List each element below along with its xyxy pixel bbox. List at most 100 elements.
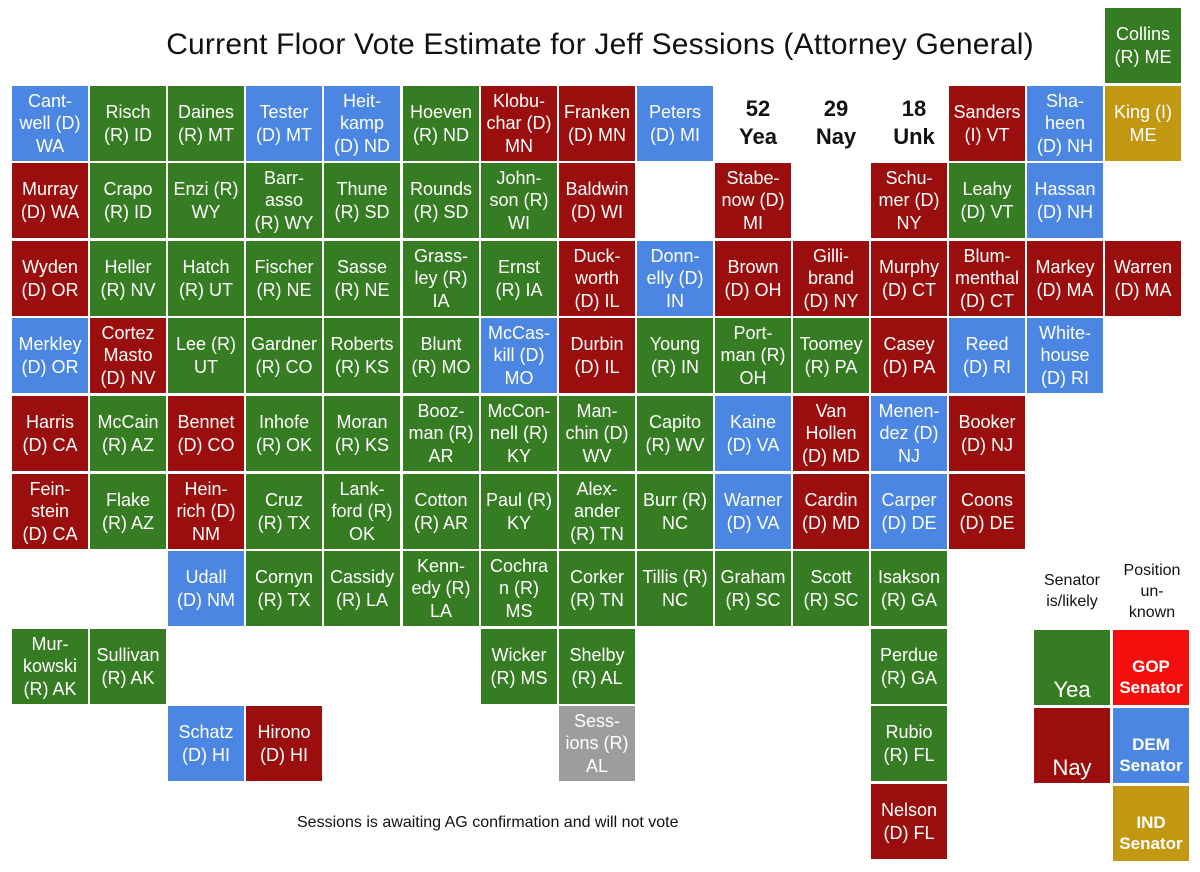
senator-cell-daines: Daines (R) MT [168, 86, 244, 161]
senator-cell-wyden: Wyden (D) OR [12, 241, 88, 316]
senator-cell-warren: Warren (D) MA [1105, 241, 1181, 316]
senator-cell-merkley: Merkley (D) OR [12, 318, 88, 393]
senator-cell-booker: Booker (D) NJ [949, 396, 1025, 471]
senator-cell-sess: Sess- ions (R) AL [559, 706, 635, 781]
senator-cell-young: Young (R) IN [637, 318, 713, 393]
senator-cell-hoeven: Hoeven (R) ND [403, 86, 479, 161]
footnote: Sessions is awaiting AG confirmation and… [297, 814, 679, 831]
senator-cell-scott: Scott (R) SC [793, 551, 869, 626]
senator-cell-moran: Moran (R) KS [324, 396, 400, 471]
senator-cell-graham: Graham (R) SC [715, 551, 791, 626]
senator-cell-cant: Cant- well (D) WA [12, 86, 88, 161]
senator-cell-reed: Reed (D) RI [949, 318, 1025, 393]
tally-yea: 52 Yea [720, 85, 796, 160]
senator-cell-sasse: Sasse (R) NE [324, 241, 400, 316]
senator-cell-casey: Casey (D) PA [871, 318, 947, 393]
senator-cell-schatz: Schatz (D) HI [168, 706, 244, 781]
senator-cell-brown: Brown (D) OH [715, 241, 791, 316]
senator-cell-king-i: King (I) ME [1105, 86, 1181, 161]
senator-cell-capito: Capito (R) WV [637, 396, 713, 471]
senator-cell-shelby: Shelby (R) AL [559, 629, 635, 704]
senator-cell-collins: Collins (R) ME [1105, 8, 1181, 83]
senator-cell-udall: Udall (D) NM [168, 551, 244, 626]
senator-cell-menen: Menen- dez (D) NJ [871, 396, 947, 471]
senator-cell-mccain: McCain (R) AZ [90, 396, 166, 471]
legend-gop: GOP Senator [1113, 630, 1189, 705]
tally-yea-count: 52 [745, 95, 771, 121]
senator-cell-van: Van Hollen (D) MD [793, 396, 869, 471]
senator-cell-john: John- son (R) WI [481, 163, 557, 238]
senator-cell-rounds: Rounds (R) SD [403, 163, 479, 238]
senator-cell-cortez: Cortez Masto (D) NV [90, 318, 166, 393]
senator-cell-barr: Barr- asso (R) WY [246, 163, 322, 238]
senator-cell-warner: Warner (D) VA [715, 474, 791, 549]
senator-cell-mccas: McCas- kill (D) MO [481, 318, 557, 393]
senator-cell-isakson: Isakson (R) GA [871, 551, 947, 626]
senator-cell-perdue: Perdue (R) GA [871, 629, 947, 704]
senator-cell-leahy: Leahy (D) VT [949, 163, 1025, 238]
senator-cell-markey: Markey (D) MA [1027, 241, 1103, 316]
senator-cell-cotton: Cotton (R) AR [403, 474, 479, 549]
senator-cell-crapo: Crapo (R) ID [90, 163, 166, 238]
senator-cell-tester: Tester (D) MT [246, 86, 322, 161]
legend-known-header: Senator is/likely [1043, 572, 1101, 610]
tally-unknown: 18 Unk [876, 85, 952, 160]
senator-cell-coons: Coons (D) DE [949, 474, 1025, 549]
chart-title: Current Floor Vote Estimate for Jeff Ses… [166, 28, 1034, 61]
senator-cell-risch: Risch (R) ID [90, 86, 166, 161]
senator-cell-enzi-r: Enzi (R) WY [168, 163, 244, 238]
senator-cell-cochra: Cochra n (R) MS [481, 551, 557, 626]
senator-cell-kaine: Kaine (D) VA [715, 396, 791, 471]
senator-cell-carper: Carper (D) DE [871, 474, 947, 549]
senator-cell-inhofe: Inhofe (R) OK [246, 396, 322, 471]
senator-cell-mur: Mur- kowski (R) AK [12, 629, 88, 704]
senator-cell-sha: Sha- heen (D) NH [1027, 86, 1103, 161]
senator-cell-blunt: Blunt (R) MO [403, 318, 479, 393]
senator-cell-fischer: Fischer (R) NE [246, 241, 322, 316]
senator-cell-heller: Heller (R) NV [90, 241, 166, 316]
senator-cell-kenn: Kenn- edy (R) LA [403, 551, 479, 626]
legend-yea: Yea [1034, 630, 1110, 705]
senator-cell-schu: Schu- mer (D) NY [871, 163, 947, 238]
senator-cell-burr-r: Burr (R) NC [637, 474, 713, 549]
legend-unknown-header: Position un- known [1123, 562, 1181, 621]
senator-cell-gardner: Gardner (R) CO [246, 318, 322, 393]
legend-nay: Nay [1034, 708, 1110, 783]
tally-nay: 29 Nay [798, 85, 874, 160]
senator-cell-hein: Hein- rich (D) NM [168, 474, 244, 549]
senator-cell-heit: Heit- kamp (D) ND [324, 86, 400, 161]
senator-cell-cassidy: Cassidy (R) LA [324, 551, 400, 626]
senator-cell-donn: Donn- elly (D) IN [637, 241, 713, 316]
senator-cell-harris: Harris (D) CA [12, 396, 88, 471]
legend-ind: IND Senator [1113, 786, 1189, 861]
tally-yea-label: Yea [739, 123, 777, 149]
tally-unknown-count: 18 [901, 95, 927, 121]
senator-cell-rubio: Rubio (R) FL [871, 706, 947, 781]
senator-cell-mccon: McCon- nell (R) KY [481, 396, 557, 471]
senator-cell-thune: Thune (R) SD [324, 163, 400, 238]
senator-cell-cornyn: Cornyn (R) TX [246, 551, 322, 626]
senator-cell-man: Man- chin (D) WV [559, 396, 635, 471]
senator-cell-hatch: Hatch (R) UT [168, 241, 244, 316]
tally-nay-count: 29 [823, 95, 849, 121]
senator-cell-murphy: Murphy (D) CT [871, 241, 947, 316]
senator-cell-flake: Flake (R) AZ [90, 474, 166, 549]
senator-cell-toomey: Toomey (R) PA [793, 318, 869, 393]
senator-cell-durbin: Durbin (D) IL [559, 318, 635, 393]
senator-cell-booz: Booz- man (R) AR [403, 396, 479, 471]
senator-cell-cruz: Cruz (R) TX [246, 474, 322, 549]
senator-cell-grass: Grass- ley (R) IA [403, 241, 479, 316]
senator-cell-peters: Peters (D) MI [637, 86, 713, 161]
senator-cell-port: Port- man (R) OH [715, 318, 791, 393]
senator-cell-tillis-r: Tillis (R) NC [637, 551, 713, 626]
senator-cell-hassan: Hassan (D) NH [1027, 163, 1103, 238]
senator-cell-franken: Franken (D) MN [559, 86, 635, 161]
senator-cell-roberts: Roberts (R) KS [324, 318, 400, 393]
senator-cell-sullivan: Sullivan (R) AK [90, 629, 166, 704]
senator-cell-baldwin: Baldwin (D) WI [559, 163, 635, 238]
senator-cell-klobu: Klobu- char (D) MN [481, 86, 557, 161]
senator-cell-duck: Duck- worth (D) IL [559, 241, 635, 316]
senator-cell-white: White- house (D) RI [1027, 318, 1103, 393]
senator-cell-sanders: Sanders (I) VT [949, 86, 1025, 161]
senator-cell-nelson: Nelson (D) FL [871, 784, 947, 859]
